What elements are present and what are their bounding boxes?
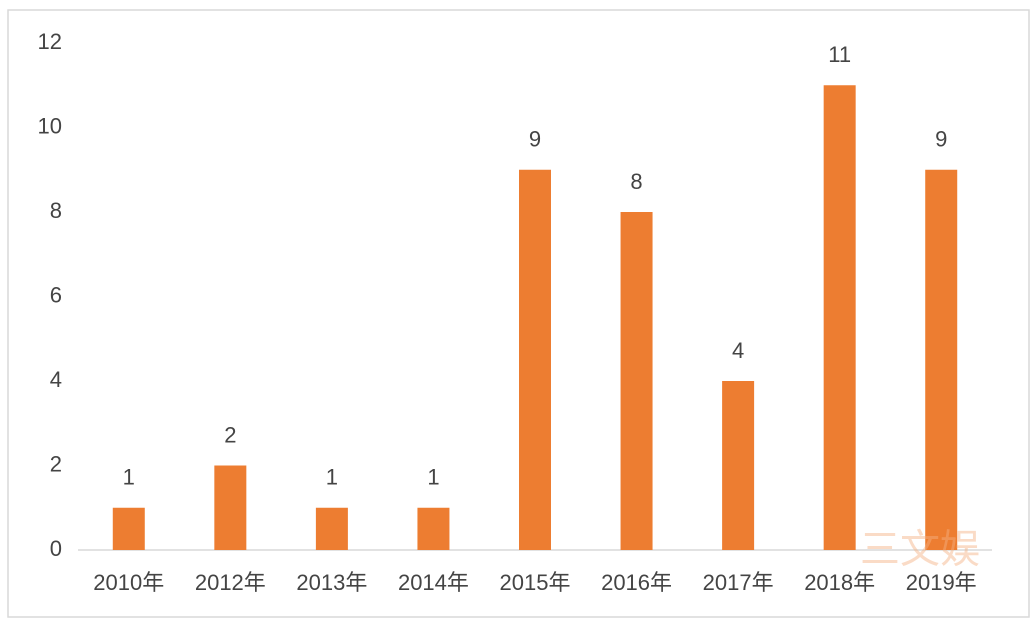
- bar: [214, 465, 247, 550]
- x-tick-label: 2017年: [703, 570, 774, 595]
- y-tick-label: 8: [50, 198, 62, 223]
- x-tick-label: 2019年: [906, 570, 977, 595]
- data-label: 9: [935, 127, 947, 152]
- x-tick-label: 2015年: [500, 570, 571, 595]
- bar: [823, 85, 856, 550]
- data-label: 4: [732, 338, 744, 363]
- x-tick-label: 2016年: [601, 570, 672, 595]
- bar: [315, 507, 348, 550]
- x-tick-label: 2013年: [296, 570, 367, 595]
- x-tick-label: 2012年: [195, 570, 266, 595]
- data-label: 8: [630, 169, 642, 194]
- y-tick-label: 0: [50, 536, 62, 561]
- y-tick-label: 6: [50, 282, 62, 307]
- chart-frame: [7, 9, 1030, 618]
- data-label: 1: [326, 465, 338, 490]
- y-tick-label: 2: [50, 451, 62, 476]
- bar: [925, 169, 958, 550]
- data-label: 11: [828, 42, 851, 67]
- data-label: 9: [529, 127, 541, 152]
- data-label: 2: [224, 422, 236, 447]
- x-tick-label: 2014年: [398, 570, 469, 595]
- bar: [519, 169, 551, 550]
- bar: [417, 507, 450, 550]
- x-tick-label: 2018年: [804, 570, 875, 595]
- bar: [620, 212, 653, 550]
- data-label: 1: [427, 465, 439, 490]
- bar: [112, 507, 145, 550]
- data-label: 1: [123, 465, 135, 490]
- y-tick-label: 10: [38, 113, 62, 138]
- y-tick-label: 12: [38, 29, 62, 54]
- y-tick-label: 4: [50, 367, 62, 392]
- watermark: 三文娱: [860, 528, 980, 572]
- x-tick-label: 2010年: [93, 570, 164, 595]
- bar: [722, 381, 755, 550]
